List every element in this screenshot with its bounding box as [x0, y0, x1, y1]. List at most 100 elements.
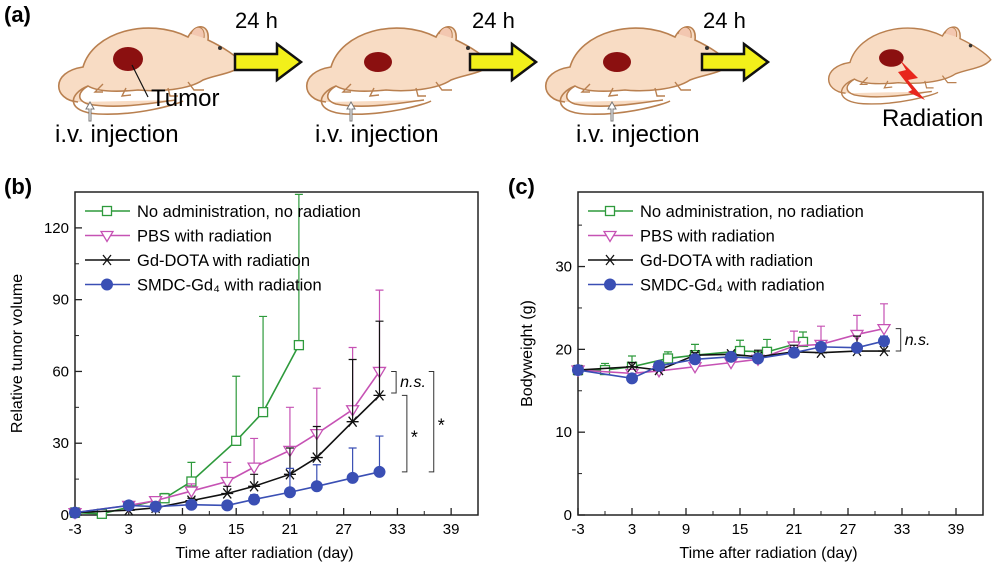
x-tick-label: 9 — [178, 521, 186, 538]
legend-label: SMDC-Gd₄ with radiation — [137, 277, 322, 295]
radiation-label: Radiation — [882, 105, 983, 132]
significance-label: * — [438, 416, 445, 436]
y-tick-label: 30 — [555, 259, 572, 276]
y-tick-label: 60 — [52, 363, 69, 380]
significance-label: n.s. — [400, 374, 426, 391]
series-line — [577, 340, 885, 380]
data-point — [626, 361, 638, 373]
data-point — [572, 364, 584, 377]
significance-bracket — [428, 370, 435, 473]
y-tick-label: 90 — [52, 292, 69, 309]
legend-marker — [101, 254, 113, 266]
x-tick-label: -3 — [571, 521, 584, 538]
data-point — [149, 500, 162, 513]
y-tick-label: 30 — [52, 435, 69, 452]
data-point — [184, 486, 199, 499]
tumor-shape — [879, 49, 904, 67]
data-point — [849, 329, 865, 342]
interval-label-1: 24 h — [235, 8, 278, 33]
series-3 — [572, 335, 890, 385]
x-tick-label: 15 — [732, 521, 749, 538]
data-point — [69, 506, 81, 519]
series-3 — [69, 435, 386, 519]
data-point — [689, 353, 701, 366]
error-bar — [348, 358, 357, 422]
legend-label: No administration, no radiation — [137, 203, 361, 221]
y-axis-label: Relative tumor volume — [9, 274, 26, 433]
tumor-shape — [364, 52, 392, 72]
data-point — [752, 352, 764, 365]
data-point — [725, 350, 737, 363]
significance-bracket — [401, 394, 408, 473]
significance-label: * — [411, 428, 418, 448]
data-point — [310, 480, 323, 493]
x-tick-label: 21 — [282, 521, 299, 538]
series-line — [74, 471, 380, 514]
data-point — [346, 471, 359, 484]
legend-marker — [604, 278, 616, 291]
data-point — [185, 498, 198, 511]
series-line — [74, 370, 381, 514]
data-point — [221, 499, 234, 512]
error-bar — [285, 406, 294, 451]
series-1 — [67, 289, 387, 520]
data-point — [851, 341, 863, 354]
x-tick-label: -3 — [68, 521, 81, 538]
data-point — [310, 452, 323, 463]
plot-frame — [577, 191, 984, 516]
legend-label: PBS with radiation — [640, 228, 775, 246]
data-point — [662, 353, 674, 364]
legend-marker — [101, 278, 113, 291]
tumor-label: Tumor — [151, 85, 219, 112]
data-point — [878, 335, 890, 348]
legend-label: Gd-DOTA with radiation — [137, 252, 310, 270]
legend-label: SMDC-Gd₄ with radiation — [640, 277, 825, 295]
x-tick-label: 33 — [894, 521, 911, 538]
interval-label-2: 24 h — [472, 8, 515, 33]
time-arrow-icon — [233, 42, 303, 82]
data-point — [653, 359, 665, 372]
error-bar — [250, 437, 259, 468]
data-point — [815, 340, 827, 353]
y-tick-label: 0 — [61, 507, 69, 524]
significance-bracket — [391, 370, 397, 394]
data-point — [248, 480, 261, 492]
x-tick-label: 27 — [840, 521, 857, 538]
significance-label: n.s. — [905, 332, 931, 349]
error-bar — [232, 375, 241, 441]
error-bar — [223, 485, 232, 494]
x-axis-label: Time after radiation (day) — [679, 545, 857, 562]
significance-bracket — [895, 328, 902, 352]
data-point — [283, 486, 296, 499]
x-tick-label: 3 — [628, 521, 636, 538]
legend-marker — [602, 230, 618, 243]
data-point — [876, 324, 892, 336]
data-point — [248, 493, 261, 506]
error-bar — [259, 315, 268, 413]
interval-label-3: 24 h — [703, 8, 746, 33]
legend-marker — [101, 205, 113, 217]
data-point — [788, 346, 800, 359]
y-tick-label: 20 — [555, 341, 572, 358]
legend-marker — [604, 254, 616, 266]
data-point — [373, 389, 386, 401]
mouse-illustration-4 — [827, 26, 992, 105]
error-bar — [294, 193, 303, 346]
injection-arrow-icon — [607, 100, 617, 122]
y-tick-label: 120 — [44, 220, 69, 237]
y-tick-label: 0 — [564, 507, 572, 524]
data-point — [257, 406, 269, 418]
data-point — [220, 476, 235, 489]
x-tick-label: 3 — [125, 521, 133, 538]
time-arrow-icon — [468, 42, 538, 82]
injection-label-2: i.v. injection — [315, 121, 439, 148]
x-tick-label: 9 — [682, 521, 690, 538]
data-point — [221, 488, 234, 499]
tumor-shape — [603, 52, 631, 72]
data-point — [246, 462, 262, 475]
injection-arrow-icon — [85, 100, 95, 122]
